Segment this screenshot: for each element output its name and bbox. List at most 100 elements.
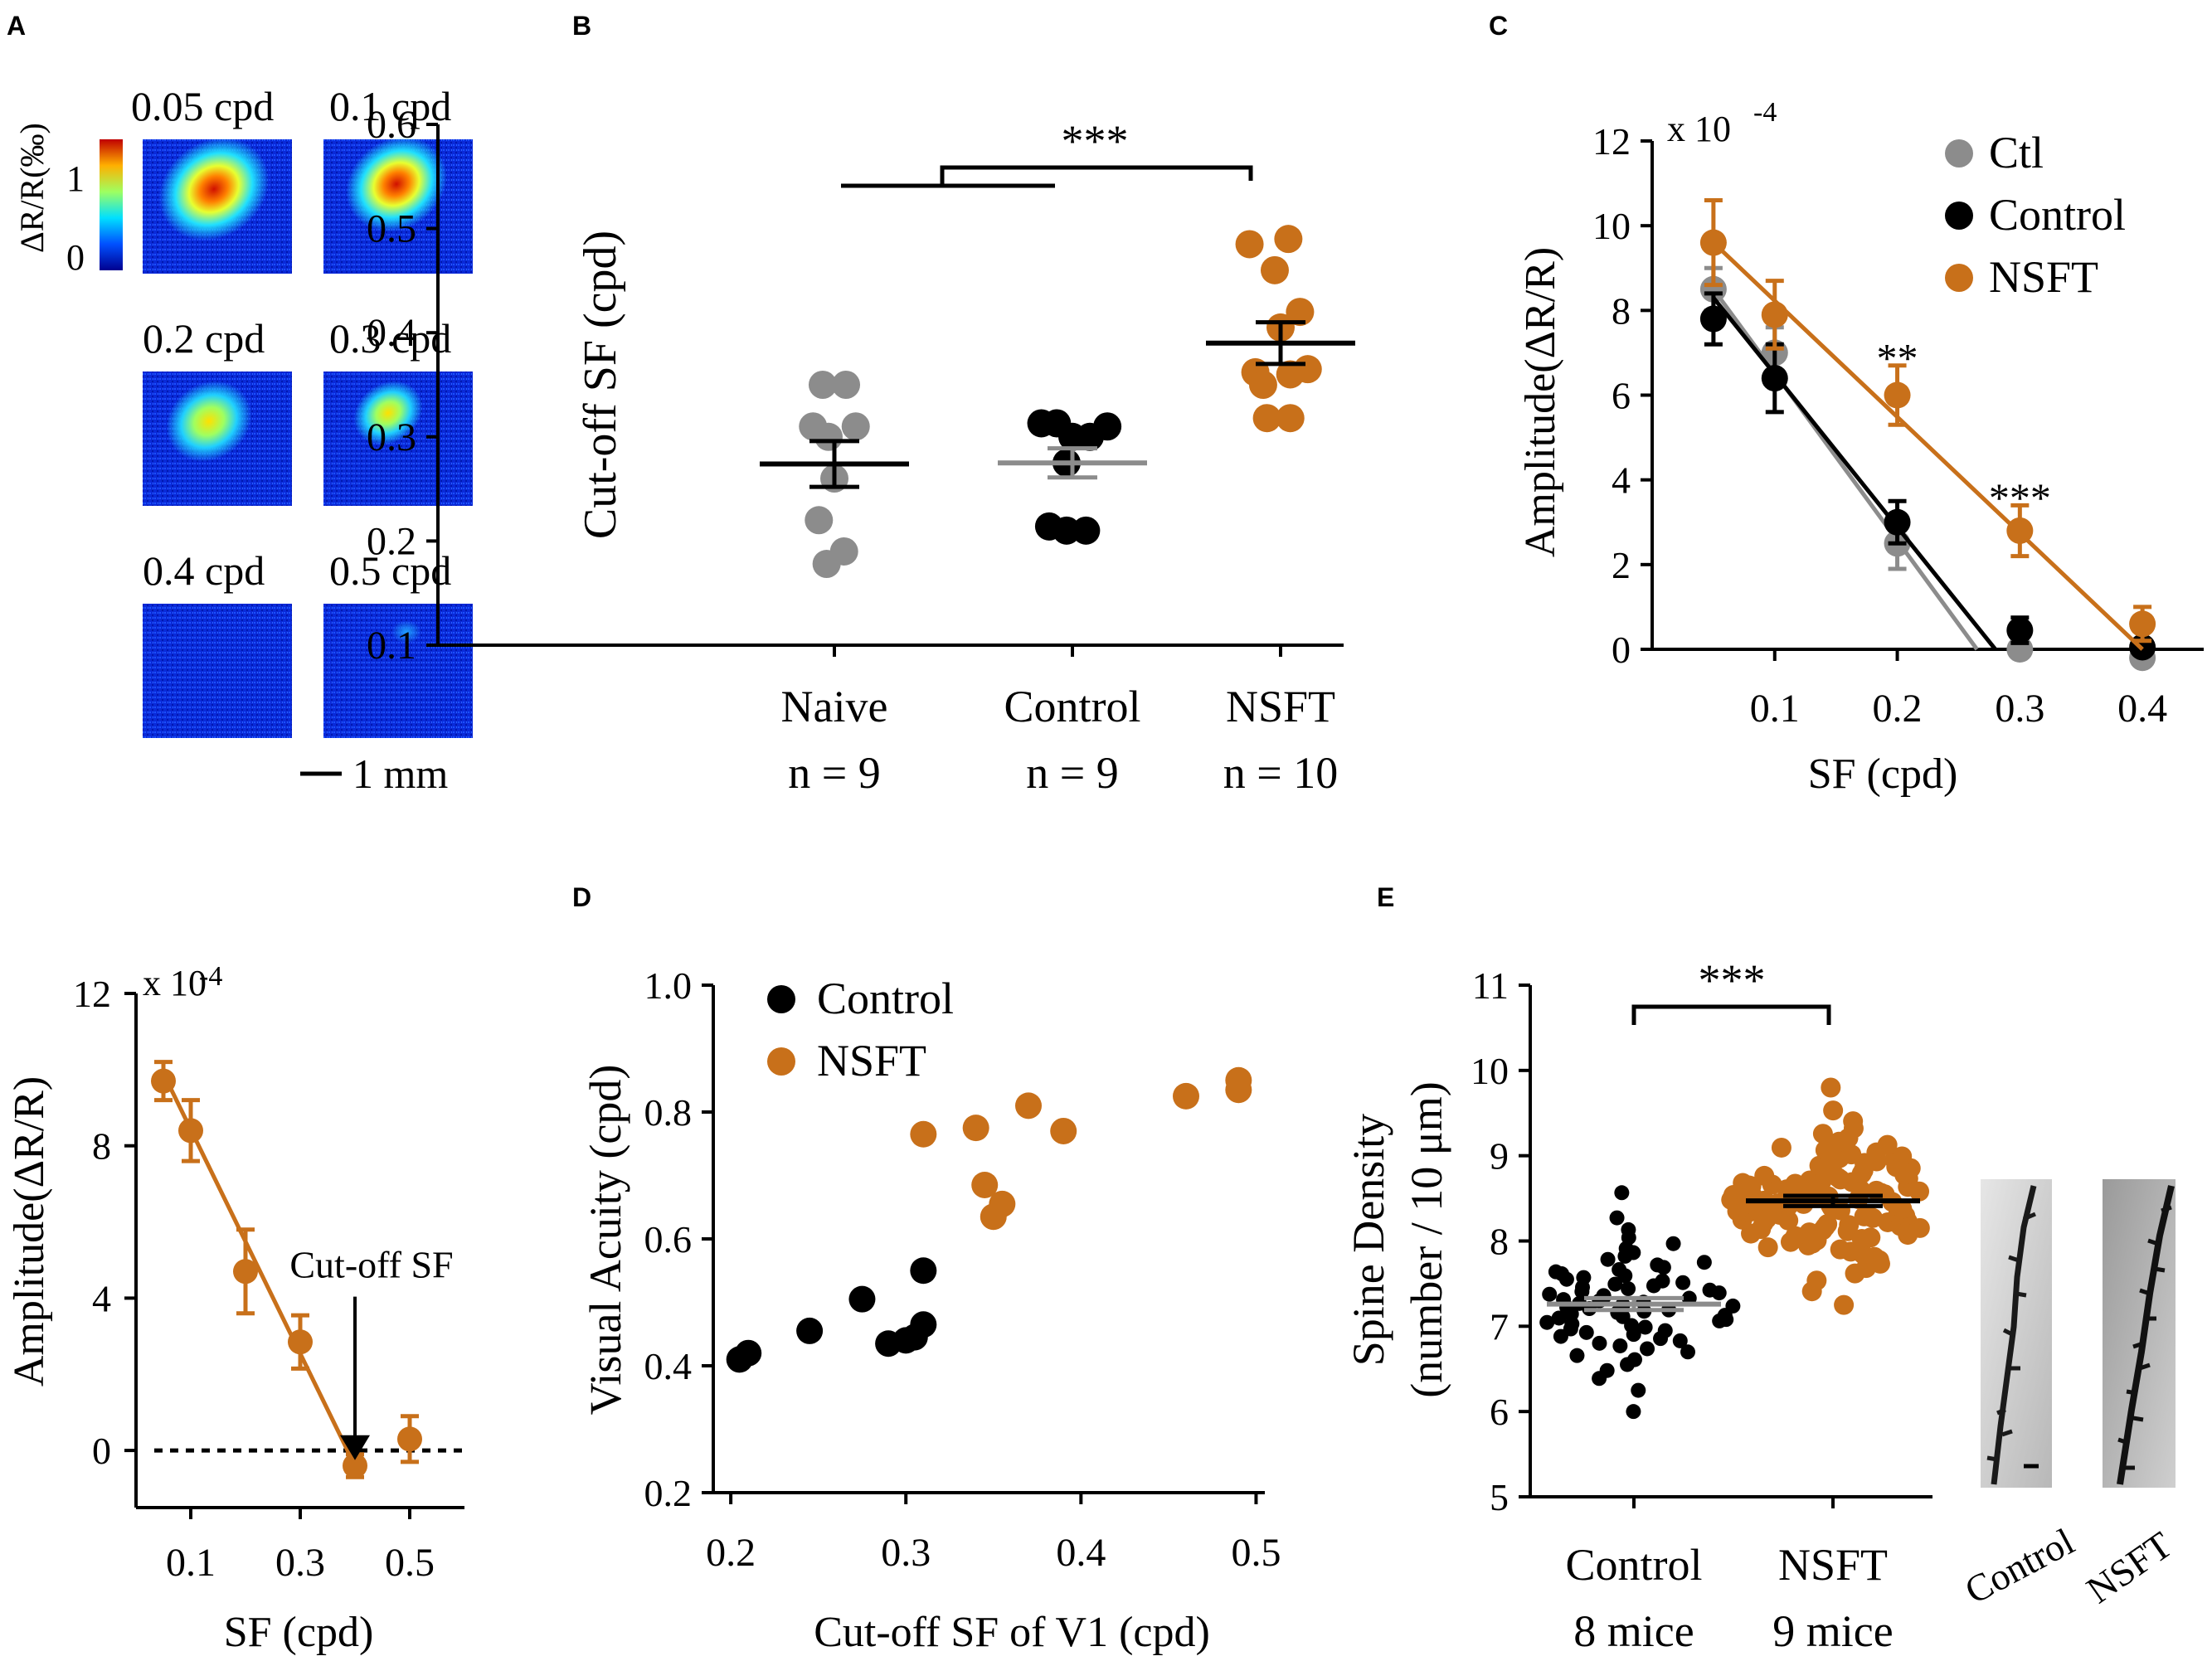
y-tick-label: 10 — [1592, 205, 1631, 247]
panel-label-e: E — [1377, 882, 1394, 912]
x-tick-label: 0.4 — [2117, 687, 2167, 731]
data-point-control — [1672, 1333, 1688, 1348]
y-exponent: -4 — [1753, 97, 1777, 128]
data-point-nsft — [1276, 404, 1305, 433]
legend-marker-ctl — [1945, 139, 1973, 168]
legend-label-control: Control — [1989, 190, 2126, 240]
data-point-nsft — [2006, 517, 2034, 544]
data-point-control — [796, 1317, 824, 1344]
data-point-ctl — [1699, 275, 1727, 303]
significance-bracket — [1631, 1004, 1831, 1025]
y-axis-label: Spine Density — [1344, 1114, 1393, 1367]
data-point-nsft — [1806, 1270, 1827, 1291]
data-point-control — [1631, 1382, 1646, 1398]
legend-label-nsft: NSFT — [817, 1036, 926, 1085]
y-tick-label: 0.8 — [644, 1091, 693, 1134]
data-point-nsft — [2129, 610, 2156, 638]
data-point-control — [1596, 1288, 1612, 1304]
data-point-control — [1612, 1338, 1628, 1353]
colorbar-max: 1 — [66, 158, 85, 199]
x-tick-label: 0.2 — [706, 1531, 756, 1575]
data-point-control — [1539, 1314, 1555, 1330]
data-point-nsft — [1274, 225, 1303, 254]
data-point-naive — [814, 422, 843, 451]
data-point-nsft — [1252, 404, 1281, 433]
map-3 — [323, 372, 473, 506]
colorbar-label: ΔR/R(‰) — [13, 123, 51, 253]
significance-annotation: *** — [1989, 474, 2051, 521]
y-tick-label: 6 — [1612, 375, 1631, 417]
data-point-nsft — [1699, 229, 1727, 256]
x-tick-label: 0.3 — [1995, 687, 2044, 731]
data-point-control — [910, 1311, 937, 1338]
dendrite-label-nsft: NSFT — [2078, 1523, 2179, 1611]
data-point-control — [1592, 1335, 1607, 1351]
legend-marker-nsft — [767, 1047, 795, 1076]
y-tick-label: 1.0 — [644, 964, 693, 1007]
x-tick-label: Control — [1004, 682, 1140, 731]
map-label-2: 0.2 cpd — [143, 315, 265, 362]
chart-cutoff-example: 0 4 8 12 0.1 0.3 0.5 x 10-4 SF (cpd) Amplitude(ΔR… — [6, 961, 464, 1656]
panel-label-d: D — [572, 882, 591, 912]
y-axis-label-units: (number / 10 μm) — [1402, 1081, 1451, 1397]
data-point-nsft — [1823, 1100, 1844, 1121]
legend-marker-nsft — [1945, 264, 1973, 292]
x-axis-label: SF (cpd) — [224, 1609, 374, 1656]
panel-label-c: C — [1489, 11, 1508, 41]
data-point-control — [1696, 1255, 1712, 1270]
data-point-nsft — [1892, 1146, 1913, 1167]
data-point-nsft — [343, 1453, 367, 1479]
data-point-control — [1093, 412, 1122, 441]
data-point-nsft — [1860, 1227, 1881, 1248]
y-tick-label: 7 — [1490, 1305, 1509, 1348]
data-point-naive — [829, 537, 858, 566]
n-label: n = 9 — [788, 748, 880, 798]
x-tick-label: NSFT — [1778, 1540, 1888, 1590]
significance-annotation: ** — [1877, 335, 1918, 381]
y-multiplier: x 10 — [1667, 109, 1731, 149]
x-tick-label: Naive — [781, 682, 888, 731]
data-point-control — [1072, 516, 1101, 545]
y-tick-label: 12 — [73, 973, 111, 1015]
data-point-nsft — [971, 1171, 999, 1198]
data-point-control — [1600, 1251, 1616, 1267]
data-point-control — [1052, 516, 1081, 545]
colorbar-min: 0 — [66, 237, 85, 278]
y-tick-label: 2 — [1612, 544, 1631, 586]
y-tick-label: 0.2 — [367, 519, 416, 563]
significance-label: *** — [1699, 955, 1766, 1005]
data-point-nsft — [1841, 1144, 1862, 1165]
x-tick-label: 0.3 — [275, 1541, 325, 1585]
data-point-control — [1551, 1310, 1567, 1326]
dendrite-image-control — [1981, 1179, 2052, 1488]
data-point-control — [1548, 1264, 1563, 1280]
sublabel: 9 mice — [1772, 1606, 1893, 1656]
y-tick-label: 6 — [1490, 1391, 1509, 1433]
legend-label-nsft: NSFT — [1989, 252, 2098, 302]
dendrite-label-control: Control — [1958, 1520, 2081, 1612]
y-tick-label: 0.5 — [367, 207, 416, 251]
panel-a: ΔR/R(‰) 1 0 0.05 cpd 0.1 cpd 0.2 cpd 0.3… — [13, 83, 473, 797]
data-point-nsft — [178, 1118, 203, 1144]
sublabel: 8 mice — [1573, 1606, 1694, 1656]
data-point-control — [1680, 1344, 1696, 1360]
map-label-0: 0.05 cpd — [131, 83, 274, 129]
y-tick-label: 12 — [1592, 120, 1631, 163]
map-label-3: 0.3 cpd — [329, 315, 451, 362]
data-point-nsft — [1884, 381, 1911, 409]
map-2 — [143, 372, 292, 506]
panel-label-b: B — [572, 11, 591, 41]
fit-line-control — [1711, 296, 1997, 651]
data-point-nsft — [1877, 1134, 1898, 1155]
data-point-control — [1609, 1210, 1625, 1226]
y-tick-label: 4 — [1612, 459, 1631, 502]
data-point-control — [1665, 1236, 1681, 1251]
data-point-control — [1626, 1404, 1641, 1420]
map-label-5: 0.5 cpd — [329, 547, 451, 594]
data-point-nsft — [1173, 1082, 1199, 1110]
data-point-control — [1761, 365, 1788, 392]
map-label-1: 0.1 cpd — [329, 83, 451, 129]
data-point-nsft — [1757, 1237, 1778, 1258]
y-exponent: -4 — [199, 961, 222, 992]
